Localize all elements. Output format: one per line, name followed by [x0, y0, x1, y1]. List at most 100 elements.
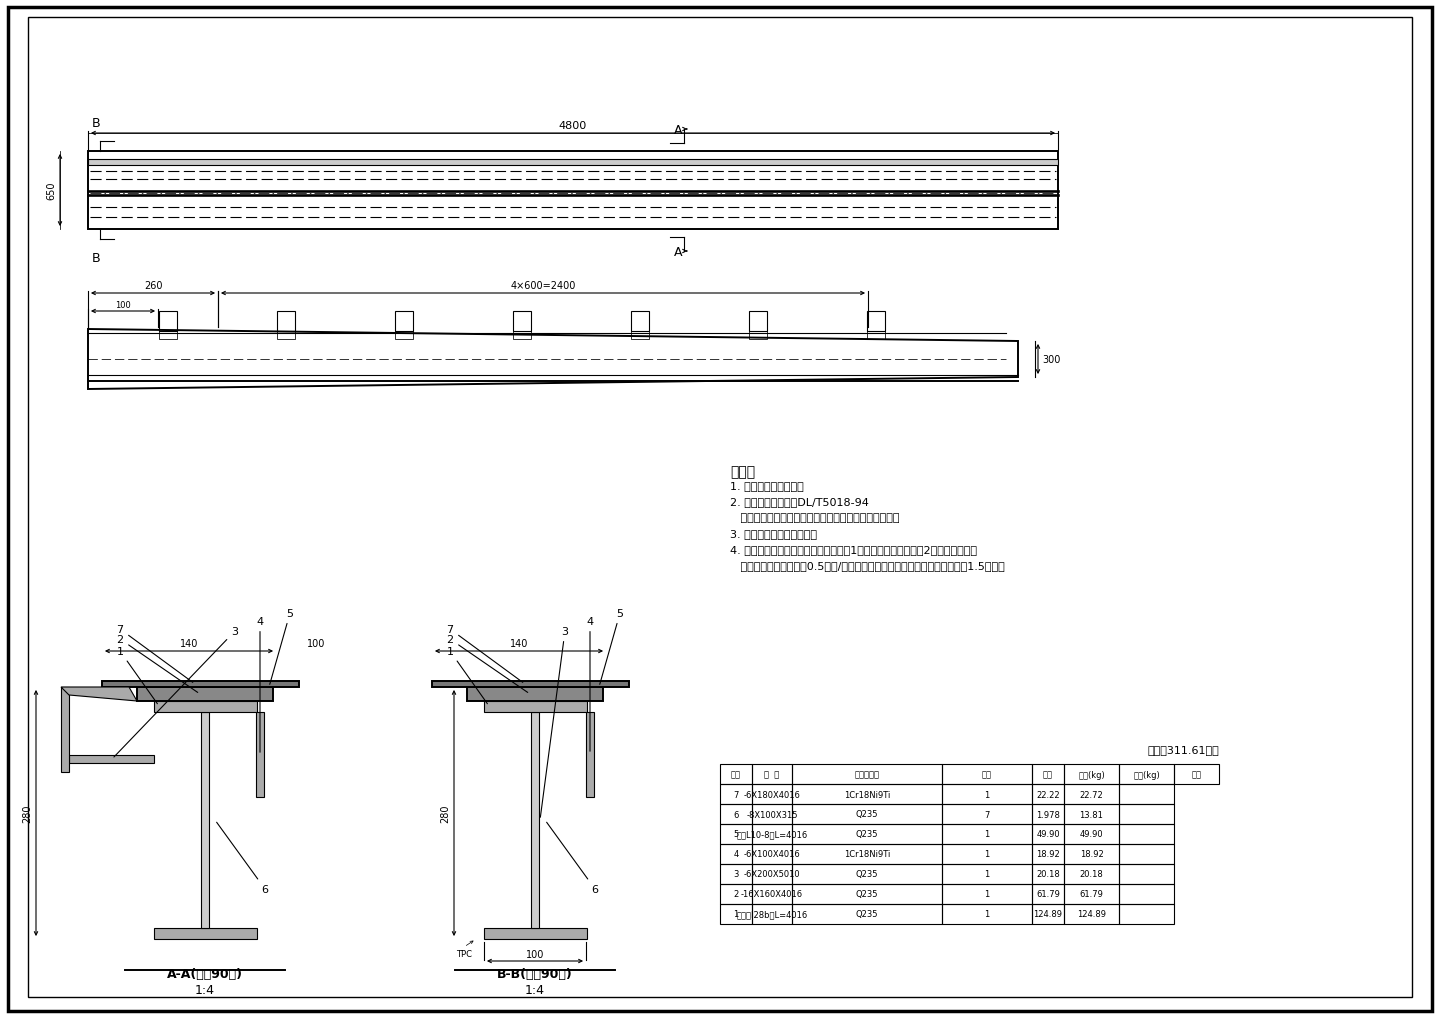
- Bar: [1119, 884, 1174, 904]
- Bar: [158, 312, 177, 331]
- Text: 材料: 材料: [982, 769, 992, 779]
- Bar: [720, 844, 752, 864]
- Text: TPC: TPC: [456, 949, 472, 958]
- Text: 100: 100: [307, 638, 325, 648]
- Text: 1: 1: [117, 646, 157, 704]
- Bar: [256, 712, 264, 797]
- Text: 20.18: 20.18: [1037, 869, 1060, 878]
- Text: 1Cr18Ni9Ti: 1Cr18Ni9Ti: [844, 790, 890, 799]
- Bar: [631, 312, 649, 331]
- Text: -6X180X4016: -6X180X4016: [743, 790, 801, 799]
- Text: B: B: [92, 117, 101, 129]
- Bar: [720, 804, 752, 824]
- Bar: [792, 864, 942, 884]
- Bar: [1032, 884, 1064, 904]
- Bar: [154, 928, 256, 940]
- Text: A-A(旋转90度): A-A(旋转90度): [167, 967, 243, 980]
- Bar: [1064, 864, 1119, 884]
- Bar: [1032, 804, 1064, 824]
- Bar: [1064, 824, 1119, 844]
- Text: 61.79: 61.79: [1080, 890, 1103, 899]
- Bar: [720, 864, 752, 884]
- Text: 20.18: 20.18: [1080, 869, 1103, 878]
- Text: Q235: Q235: [855, 869, 878, 878]
- Bar: [1119, 785, 1174, 804]
- Bar: [752, 804, 792, 824]
- Text: 1:4: 1:4: [194, 983, 215, 996]
- Bar: [942, 824, 1032, 844]
- Bar: [1119, 844, 1174, 864]
- Text: 5: 5: [733, 829, 739, 839]
- Bar: [942, 844, 1032, 864]
- Bar: [1064, 904, 1119, 924]
- Bar: [720, 884, 752, 904]
- Text: 总重(kg): 总重(kg): [1133, 769, 1159, 779]
- Text: 表面局部不平度不大于0.5毫米/米，且等米范围内不超过两处，扭曲不大于1.5毫米。: 表面局部不平度不大于0.5毫米/米，且等米范围内不超过两处，扭曲不大于1.5毫米…: [730, 560, 1005, 571]
- Text: Q235: Q235: [855, 810, 878, 818]
- Text: -8X100X315: -8X100X315: [746, 810, 798, 818]
- Bar: [1119, 904, 1174, 924]
- Bar: [792, 804, 942, 824]
- Text: 124.89: 124.89: [1077, 910, 1106, 918]
- Text: Q235: Q235: [855, 910, 878, 918]
- Bar: [154, 701, 256, 712]
- Bar: [752, 824, 792, 844]
- Bar: [513, 312, 531, 331]
- Bar: [792, 785, 942, 804]
- Bar: [720, 904, 752, 924]
- Text: B-B(旋转90度): B-B(旋转90度): [497, 967, 573, 980]
- Text: A: A: [674, 123, 683, 137]
- Bar: [484, 701, 588, 712]
- Bar: [720, 824, 752, 844]
- Bar: [749, 312, 768, 331]
- Text: Q235: Q235: [855, 829, 878, 839]
- Bar: [1174, 764, 1220, 785]
- Text: 5: 5: [269, 608, 294, 685]
- Text: 650: 650: [46, 181, 56, 200]
- Bar: [513, 331, 531, 339]
- Text: 49.90: 49.90: [1037, 829, 1060, 839]
- Text: 备注: 备注: [1191, 769, 1201, 779]
- Bar: [942, 884, 1032, 904]
- Bar: [752, 764, 792, 785]
- Text: 总重：311.61公斤: 总重：311.61公斤: [1148, 744, 1220, 754]
- Bar: [867, 312, 886, 331]
- Text: 280: 280: [22, 804, 32, 822]
- Text: 49.90: 49.90: [1080, 829, 1103, 839]
- Bar: [942, 764, 1032, 785]
- Text: 18.92: 18.92: [1080, 850, 1103, 859]
- Bar: [1119, 804, 1174, 824]
- Text: 140: 140: [180, 638, 199, 648]
- Bar: [752, 844, 792, 864]
- Text: 7: 7: [985, 810, 989, 818]
- Text: 124.89: 124.89: [1034, 910, 1063, 918]
- Text: 名称及规格: 名称及规格: [854, 769, 880, 779]
- Text: 4. 主轨工作面弯曲度全长范围内不大于1毫米，侧向带差不大于2毫米，轨道工作: 4. 主轨工作面弯曲度全长范围内不大于1毫米，侧向带差不大于2毫米，轨道工作: [730, 544, 976, 554]
- Text: 2: 2: [733, 890, 739, 899]
- Bar: [395, 331, 413, 339]
- Bar: [752, 884, 792, 904]
- Text: 3: 3: [114, 627, 239, 757]
- Bar: [1064, 844, 1119, 864]
- Text: 工字钢I28b，L=4016: 工字钢I28b，L=4016: [736, 910, 808, 918]
- Bar: [752, 785, 792, 804]
- Bar: [792, 824, 942, 844]
- Text: 1: 1: [985, 910, 989, 918]
- Bar: [752, 864, 792, 884]
- Text: 100: 100: [526, 949, 544, 959]
- Bar: [942, 804, 1032, 824]
- Text: 1.978: 1.978: [1035, 810, 1060, 818]
- Text: 6: 6: [733, 810, 739, 818]
- Bar: [792, 884, 942, 904]
- Text: 4: 4: [586, 616, 593, 751]
- Text: 280: 280: [441, 804, 451, 822]
- Bar: [942, 785, 1032, 804]
- Text: 61.79: 61.79: [1035, 890, 1060, 899]
- Bar: [69, 755, 154, 763]
- Text: 300: 300: [1043, 355, 1060, 365]
- Text: 3. 本零件左右对称各一件。: 3. 本零件左右对称各一件。: [730, 529, 816, 538]
- Text: 6: 6: [547, 822, 599, 894]
- Bar: [467, 688, 603, 701]
- Bar: [276, 312, 295, 331]
- Bar: [586, 712, 595, 797]
